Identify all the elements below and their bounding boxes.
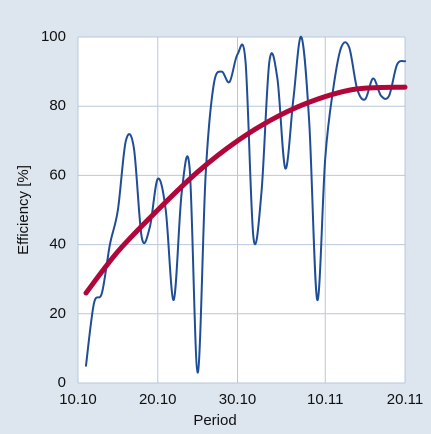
x-tick-label: 10.11: [307, 391, 343, 408]
x-tick-label: 20.11: [387, 391, 423, 408]
plot-area: [78, 37, 405, 383]
y-tick-label: 60: [49, 166, 66, 183]
trend-line: [83, 84, 408, 296]
x-axis-label: Period: [193, 412, 236, 429]
y-tick-label: 0: [58, 374, 66, 391]
x-tick-label: 20.10: [139, 391, 177, 408]
y-tick-label: 40: [49, 236, 66, 253]
y-tick-label: 100: [41, 28, 66, 45]
y-tick-label: 20: [49, 305, 66, 322]
y-tick-label: 80: [49, 97, 66, 114]
y-axis-label: Efficiency [%]: [15, 165, 32, 255]
data-line: [84, 35, 406, 374]
x-tick-label: 10.10: [59, 391, 97, 408]
x-tick-label: 30.10: [219, 391, 257, 408]
